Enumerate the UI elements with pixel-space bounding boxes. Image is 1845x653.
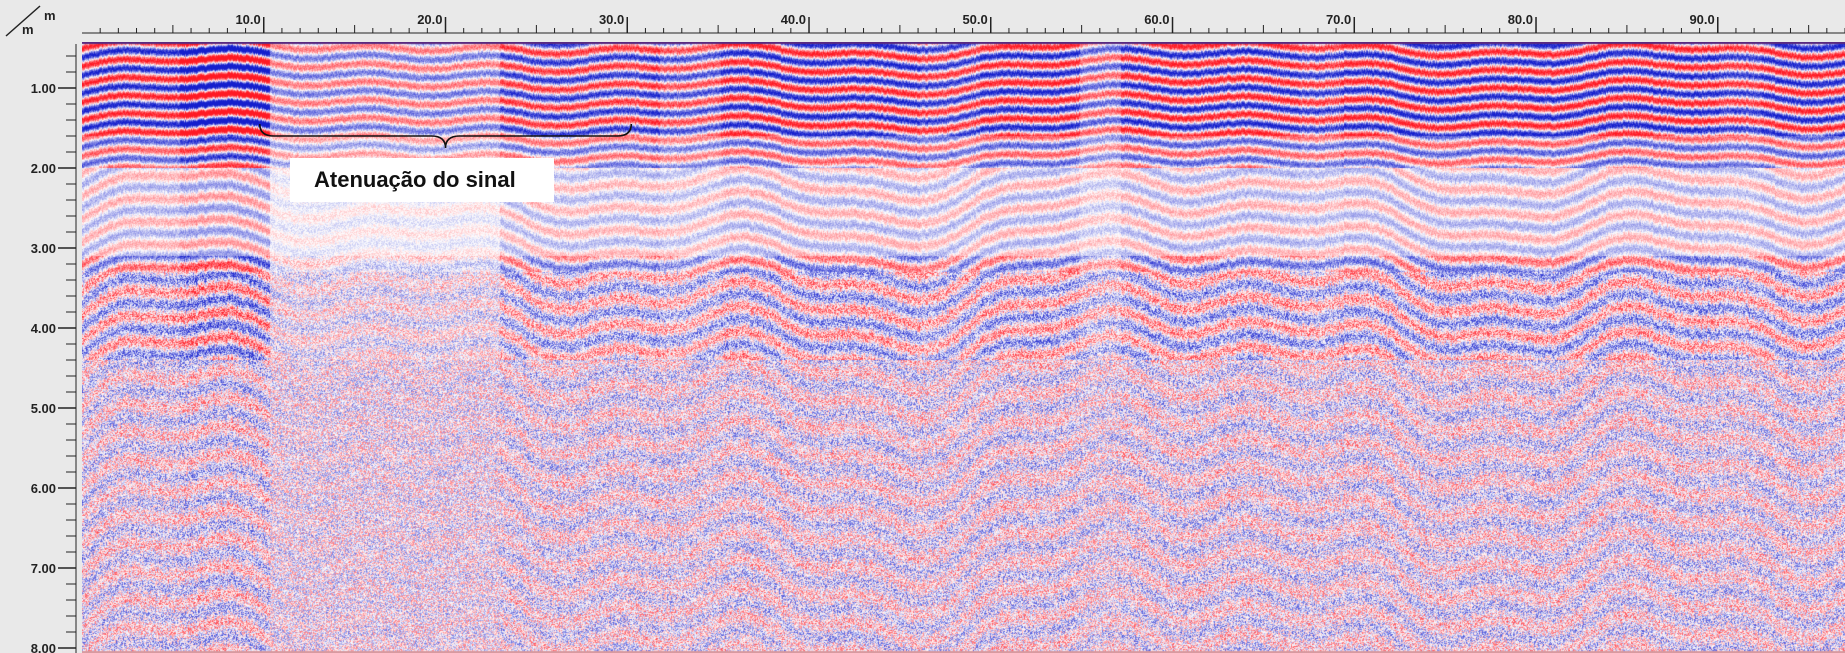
x-tick-label: 60.0 bbox=[1144, 12, 1169, 27]
x-tick-label: 10.0 bbox=[235, 12, 260, 27]
axis-corner: m m bbox=[0, 0, 78, 44]
x-tick-label: 70.0 bbox=[1326, 12, 1351, 27]
y-tick-label: 8.00 bbox=[31, 641, 56, 653]
y-tick-label: 7.00 bbox=[31, 561, 56, 576]
y-tick-label: 2.00 bbox=[31, 161, 56, 176]
corner-divider bbox=[5, 5, 41, 37]
y-tick-label: 5.00 bbox=[31, 401, 56, 416]
x-tick-label: 30.0 bbox=[599, 12, 624, 27]
radargram-image bbox=[82, 42, 1845, 653]
x-tick-label: 50.0 bbox=[962, 12, 987, 27]
y-tick-label: 6.00 bbox=[31, 481, 56, 496]
x-unit-label: m bbox=[44, 8, 56, 23]
x-tick-label: 40.0 bbox=[781, 12, 806, 27]
x-axis: 10.0 20.0 30.0 40.0 50.0 60.0 70.0 80.0 90.0 bbox=[82, 12, 1845, 34]
y-axis: 1.00 2.00 3.00 4.00 5.00 6.00 7.00 8.00 bbox=[31, 44, 77, 653]
y-tick-label: 3.00 bbox=[31, 241, 56, 256]
y-unit-label: m bbox=[22, 22, 34, 37]
y-tick-label: 1.00 bbox=[31, 81, 56, 96]
y-tick-label: 4.00 bbox=[31, 321, 56, 336]
annotation-label: Atenuação do sinal bbox=[290, 158, 554, 202]
x-tick-label: 90.0 bbox=[1689, 12, 1714, 27]
x-tick-label: 20.0 bbox=[417, 12, 442, 27]
x-tick-label: 80.0 bbox=[1508, 12, 1533, 27]
